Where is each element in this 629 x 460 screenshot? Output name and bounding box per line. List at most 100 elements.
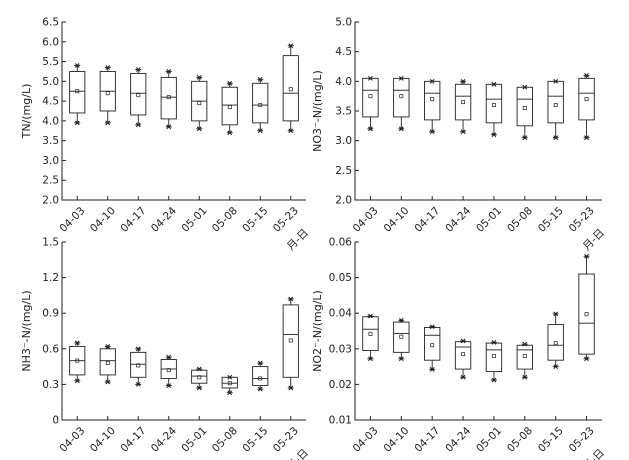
mean-marker <box>368 94 373 99</box>
y-tick-label: 6.0 <box>42 36 59 48</box>
y-tick-label: 2.5 <box>335 165 352 177</box>
max-marker <box>166 69 172 74</box>
y-tick-label: 1.5 <box>42 237 59 249</box>
max-marker <box>398 75 404 81</box>
y-tick-label: 0.3 <box>42 379 59 391</box>
mean-marker <box>136 363 141 368</box>
y-tick-label: 5.0 <box>335 17 352 29</box>
min-marker <box>257 128 263 134</box>
max-marker <box>196 74 202 80</box>
max-marker <box>429 78 435 84</box>
max-marker <box>522 341 528 347</box>
max-marker <box>74 63 80 68</box>
max-marker <box>460 338 466 344</box>
x-tick-label: 05-01 <box>179 205 209 235</box>
panel-no2: NO2⁻-N/(mg/L) 0.01 0.02 0.03 0.04 0.05 0.06 04… <box>311 237 607 460</box>
mean-marker <box>75 358 80 363</box>
max-marker <box>288 43 294 49</box>
min-marker <box>429 367 435 372</box>
max-marker <box>368 75 373 81</box>
x-tick-label: 05-15 <box>240 205 270 235</box>
mean-marker <box>105 91 110 96</box>
box <box>454 341 472 370</box>
y-tick-label: 5.5 <box>42 56 59 68</box>
axis-frame <box>354 22 602 201</box>
min-marker <box>522 374 528 380</box>
x-tick-label: 04-24 <box>443 205 473 235</box>
mean-marker <box>368 331 373 336</box>
x-tick-label: 05-08 <box>210 425 240 455</box>
box <box>130 351 147 378</box>
y-tick-label: 4.5 <box>42 96 59 108</box>
min-marker <box>166 124 172 130</box>
x-tick-label: 04-17 <box>118 425 148 455</box>
mean-marker <box>258 376 263 381</box>
box <box>362 316 379 352</box>
min-marker <box>74 378 80 384</box>
x-tick-label: 04-10 <box>88 425 118 455</box>
mean-marker <box>522 106 527 110</box>
min-marker <box>196 126 202 132</box>
y-tick-label: 4.5 <box>335 46 352 58</box>
y-axis-label: NH3⁻-N/(mg/L) <box>20 290 33 371</box>
mean-marker <box>227 105 232 109</box>
min-marker <box>227 130 233 136</box>
box <box>252 366 269 387</box>
min-marker <box>227 390 233 396</box>
y-tick-label: 0.03 <box>329 343 352 355</box>
x-tick-label: 05-08 <box>210 205 240 235</box>
x-tick-label: 04-24 <box>149 425 179 455</box>
x-axis-label: 月-日 <box>285 447 311 460</box>
max-marker <box>135 346 141 352</box>
x-tick-label: 05-15 <box>536 205 566 235</box>
x-tick-label: 04-10 <box>381 205 411 235</box>
max-marker <box>288 296 294 302</box>
x-tick-label: 04-17 <box>412 205 442 235</box>
max-marker <box>166 354 172 360</box>
mean-marker <box>197 101 202 106</box>
y-tick-label: 0.04 <box>329 308 353 320</box>
y-tick-label: 2.0 <box>42 195 59 207</box>
x-tick-label: 05-01 <box>474 425 504 455</box>
box <box>578 273 595 355</box>
x-tick-label: 05-23 <box>567 205 597 235</box>
min-marker <box>196 385 202 391</box>
x-tick-label: 04-03 <box>351 205 381 235</box>
max-marker <box>196 366 202 372</box>
y-tick-label: 0.06 <box>329 237 353 249</box>
y-tick-label: 3.5 <box>335 106 352 118</box>
min-marker <box>429 129 435 135</box>
x-tick-label: 04-03 <box>57 205 87 235</box>
x-tick-label: 04-24 <box>443 425 473 455</box>
min-marker <box>166 383 172 388</box>
min-marker <box>522 135 528 141</box>
x-axis-label: 月-日 <box>285 227 311 253</box>
mean-marker <box>461 100 466 105</box>
max-marker <box>491 81 497 87</box>
mean-marker <box>584 97 589 102</box>
y-tick-label: 3.5 <box>42 135 59 147</box>
min-marker <box>105 120 111 126</box>
panel-nh3: NH3⁻-N/(mg/L) 0 0.3 0.6 0.9 1.2 1.5 04-03 04-10… <box>20 237 311 460</box>
x-tick-label: 05-15 <box>536 425 566 455</box>
y-tick-label: 0.01 <box>329 415 352 427</box>
y-tick-label: 0.9 <box>42 308 59 320</box>
mean-marker <box>399 334 404 339</box>
min-marker <box>135 382 141 387</box>
max-marker <box>227 374 233 380</box>
box <box>282 55 299 122</box>
min-marker <box>491 377 497 383</box>
min-marker <box>288 128 294 134</box>
y-axis-label: TN/(mg/L) <box>20 84 33 140</box>
x-tick-label: 04-03 <box>351 425 381 455</box>
y-tick-label: 5.0 <box>42 76 59 88</box>
mean-marker <box>288 87 293 92</box>
axis-frame <box>61 242 306 421</box>
max-marker <box>553 311 559 317</box>
min-marker <box>398 356 404 362</box>
x-tick-label: 05-23 <box>271 425 301 455</box>
box <box>516 344 533 370</box>
max-marker <box>257 360 263 366</box>
min-marker <box>460 374 466 380</box>
